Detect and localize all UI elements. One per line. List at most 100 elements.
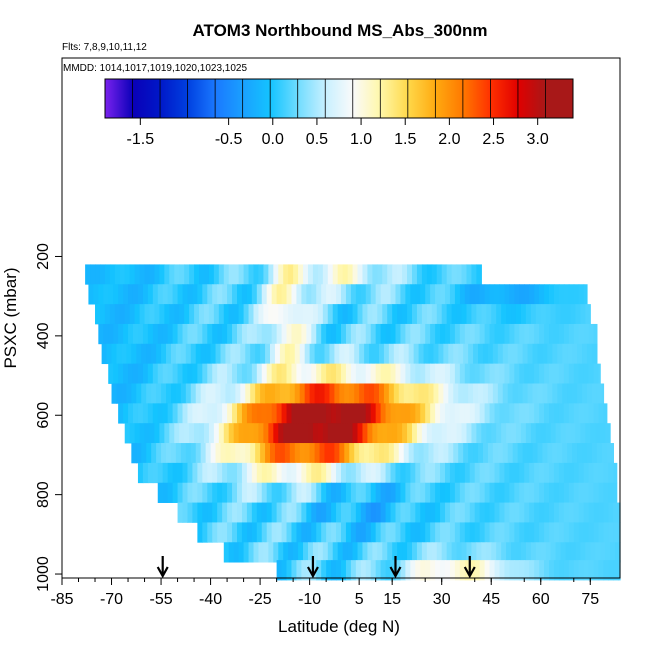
heatmap-cell <box>296 323 302 345</box>
heatmap-cell <box>479 363 486 384</box>
heatmap-cell <box>486 542 492 563</box>
heatmap-cell <box>341 323 347 345</box>
heatmap-cell <box>241 482 248 503</box>
heatmap-cell <box>291 462 298 484</box>
heatmap-cell <box>435 323 441 345</box>
heatmap-cell <box>504 462 510 484</box>
heatmap-cell <box>177 284 184 305</box>
heatmap-cell <box>509 522 515 543</box>
heatmap-cell <box>481 304 487 325</box>
heatmap-cell <box>418 383 425 404</box>
heatmap-cell <box>565 423 572 444</box>
heatmap-cell <box>306 284 312 305</box>
heatmap-cell <box>322 542 329 563</box>
heatmap-cell <box>329 443 335 464</box>
heatmap-cell <box>601 443 608 464</box>
heatmap-cell <box>240 383 246 404</box>
heatmap-cell <box>142 363 149 384</box>
heatmap-cell <box>332 264 339 285</box>
heatmap-cell <box>352 542 359 563</box>
heatmap-cell <box>514 323 520 345</box>
heatmap-cell <box>530 542 537 563</box>
heatmap-cell <box>519 560 525 581</box>
heatmap-cell <box>423 343 430 365</box>
heatmap-cell <box>336 560 342 581</box>
heatmap-cell <box>355 363 362 384</box>
heatmap-cell <box>552 383 558 404</box>
heatmap-cell <box>360 482 367 503</box>
heatmap-cell <box>560 304 567 325</box>
heatmap-cell <box>243 304 250 325</box>
heatmap-cell <box>197 522 203 543</box>
heatmap-cell <box>390 522 397 543</box>
heatmap-cell <box>497 383 504 404</box>
heatmap-cell <box>118 323 124 345</box>
heatmap-cell <box>197 502 203 523</box>
heatmap-cell <box>575 542 581 563</box>
heatmap-cell <box>555 304 562 325</box>
heatmap-cell <box>514 363 520 384</box>
heatmap-cell <box>167 403 174 424</box>
heatmap-cell <box>563 363 570 384</box>
heatmap-cell <box>585 423 591 444</box>
heatmap-cell <box>192 284 198 305</box>
heatmap-cell <box>415 363 421 384</box>
heatmap-cell <box>563 323 570 345</box>
heatmap-cell <box>377 423 383 444</box>
heatmap-cell <box>200 443 207 464</box>
heatmap-cell <box>588 502 595 523</box>
heatmap-cell <box>577 443 583 464</box>
heatmap-cell <box>299 443 306 464</box>
heatmap-cell <box>291 403 298 424</box>
heatmap-cell <box>600 542 606 563</box>
heatmap-cell <box>271 502 278 523</box>
heatmap-cell <box>246 284 253 305</box>
heatmap-band-7 <box>118 403 608 424</box>
heatmap-cell <box>296 363 302 384</box>
heatmap-cell <box>349 343 355 365</box>
heatmap-cell <box>380 560 387 581</box>
heatmap-cell <box>440 403 446 424</box>
heatmap-cell <box>364 443 370 464</box>
heatmap-cell <box>519 462 525 484</box>
heatmap-cell <box>415 462 421 484</box>
heatmap-cell <box>443 383 449 404</box>
heatmap-cell <box>557 383 563 404</box>
heatmap-cell <box>233 304 240 325</box>
heatmap-cell <box>374 343 380 365</box>
heatmap-cell <box>370 323 377 345</box>
heatmap-band-12 <box>177 502 621 523</box>
heatmap-cell <box>124 304 131 325</box>
heatmap-cell <box>544 560 550 581</box>
heatmap-cell <box>484 522 491 543</box>
heatmap-cell <box>522 343 529 365</box>
heatmap-cell <box>598 560 605 581</box>
heatmap-cell <box>345 284 352 305</box>
heatmap-cell <box>113 284 119 305</box>
heatmap-cell <box>203 423 210 444</box>
heatmap-cell <box>377 304 383 325</box>
heatmap-cell <box>558 462 565 484</box>
heatmap-cell <box>187 363 194 384</box>
heatmap-cell <box>474 560 481 581</box>
heatmap-cell <box>286 363 293 384</box>
heatmap-cell <box>260 383 266 404</box>
heatmap-cell <box>364 343 370 365</box>
heatmap-cell <box>603 462 610 484</box>
heatmap-cell <box>537 383 544 404</box>
heatmap-cell <box>499 560 506 581</box>
heatmap-cell <box>410 502 416 523</box>
heatmap-cell <box>195 443 202 464</box>
heatmap-cell <box>293 542 299 563</box>
heatmap-cell <box>390 323 397 345</box>
heatmap-cell <box>454 323 461 345</box>
heatmap-cell <box>286 403 293 424</box>
heatmap-cell <box>322 304 329 325</box>
heatmap-cell <box>236 403 243 424</box>
heatmap-cell <box>218 423 225 444</box>
heatmap-cell <box>497 443 504 464</box>
heatmap-cell <box>301 323 307 345</box>
heatmap-cell <box>558 323 565 345</box>
x-tick-label: 30 <box>433 591 451 608</box>
heatmap-cell <box>232 284 238 305</box>
